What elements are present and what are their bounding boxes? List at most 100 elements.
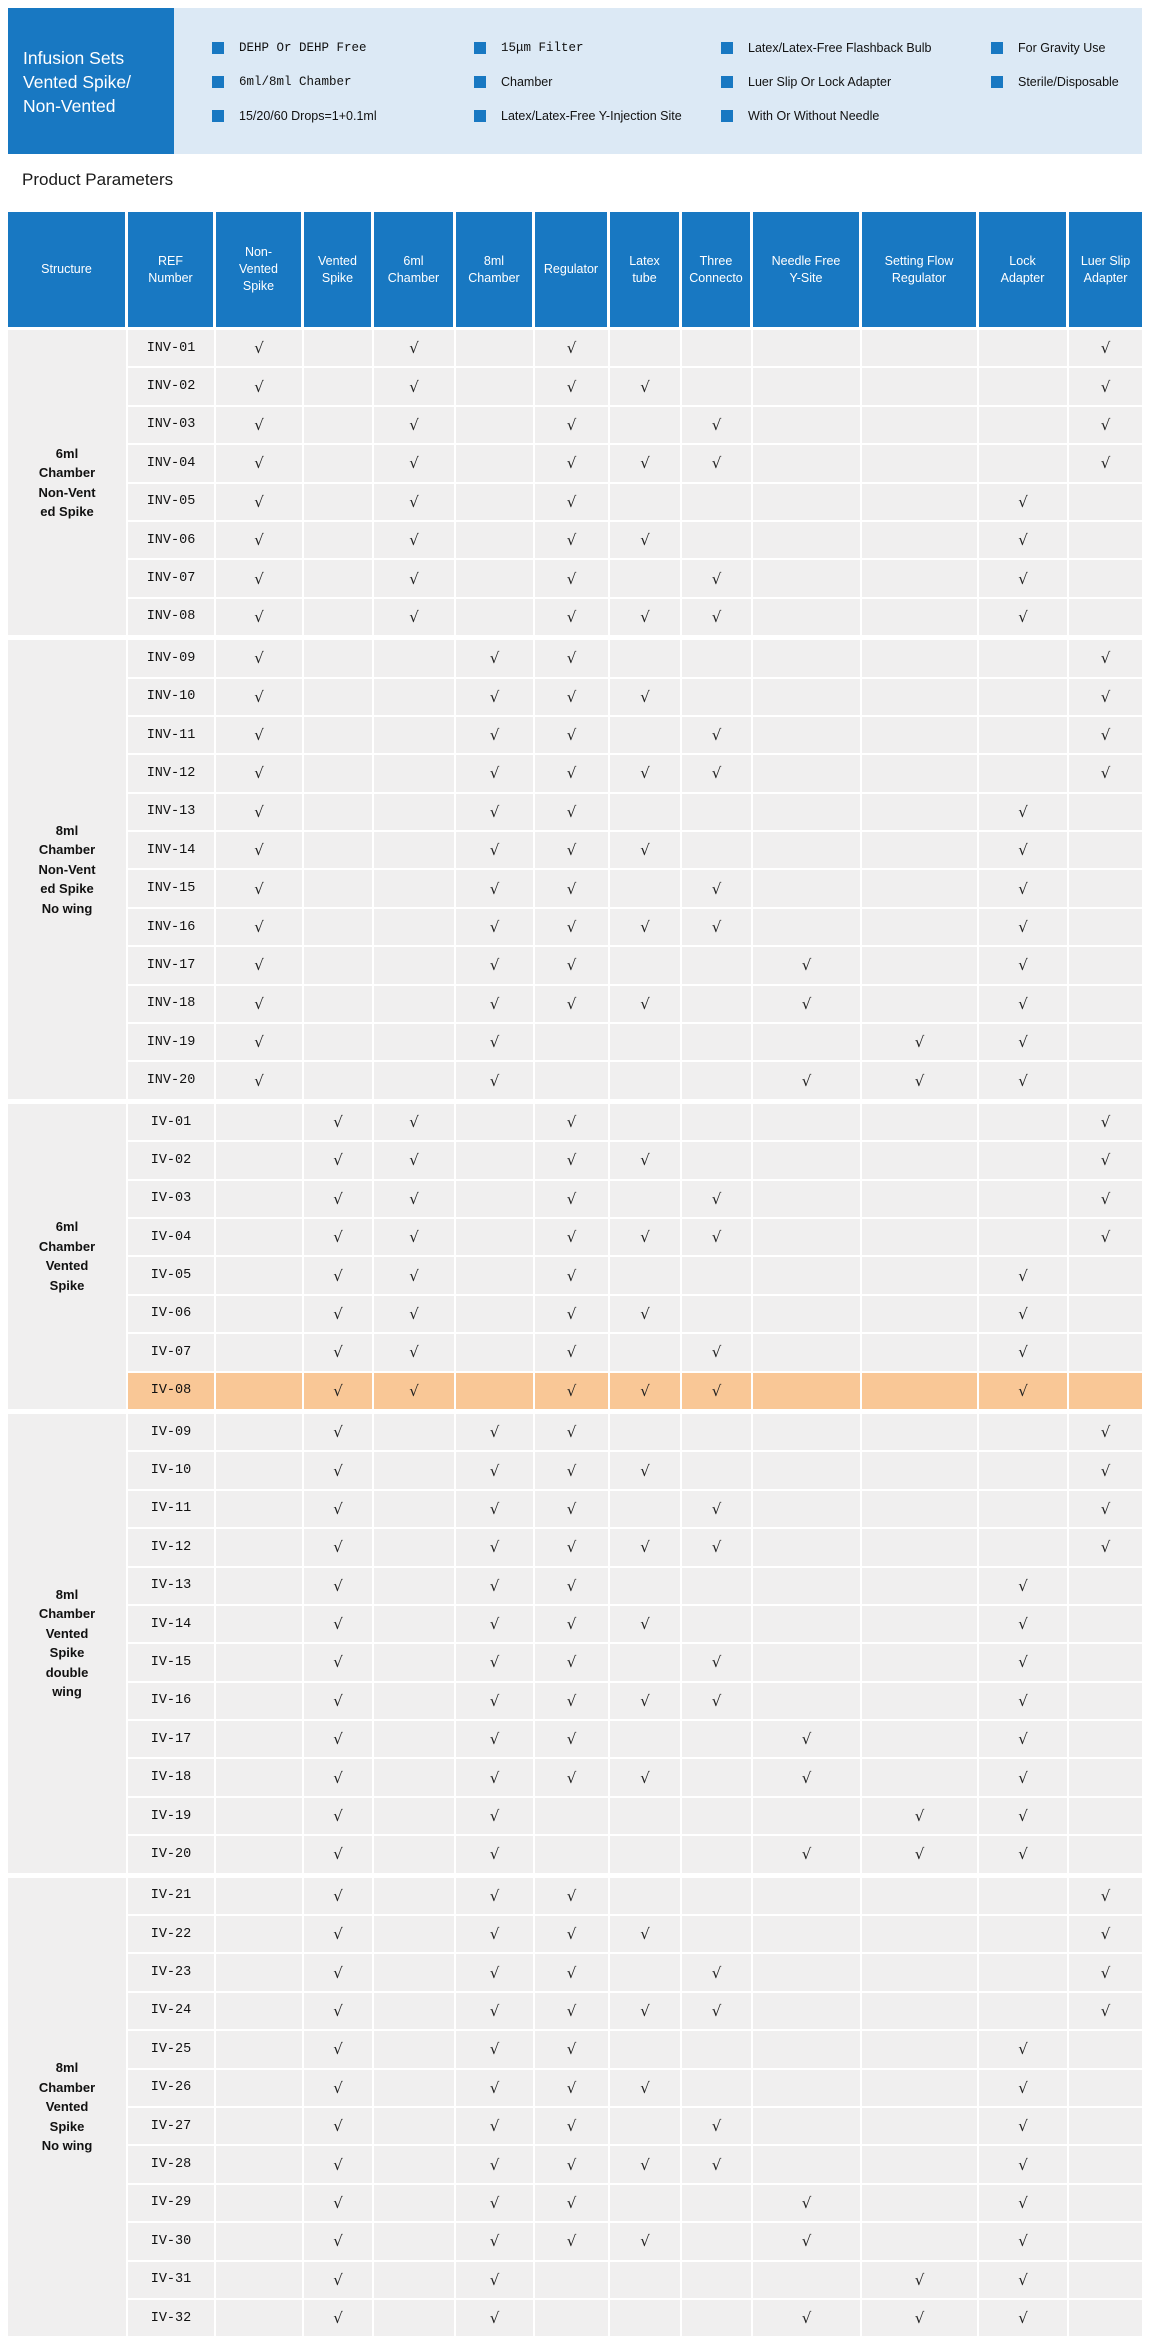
check-cell: √: [216, 368, 304, 407]
check-cell: √: [374, 1372, 456, 1411]
empty-cell: [610, 2031, 682, 2070]
check-cell: √: [979, 2223, 1069, 2262]
check-cell: √: [456, 2261, 535, 2300]
empty-cell: [979, 330, 1069, 369]
table-row: INV-05 √ √ √ √: [8, 483, 1142, 522]
empty-cell: [862, 870, 979, 909]
check-cell: √: [979, 2261, 1069, 2300]
empty-cell: [535, 1836, 610, 1875]
ref-number-cell: IV-30: [128, 2223, 216, 2262]
empty-cell: [862, 406, 979, 446]
ref-number-cell: IV-12: [128, 1529, 216, 1568]
ref-number-cell: IV-17: [128, 1721, 216, 1760]
empty-cell: [374, 947, 456, 986]
table-row: IV-11 √ √ √ √ √: [8, 1490, 1142, 1530]
empty-cell: [753, 1529, 862, 1568]
empty-cell: [374, 637, 456, 679]
table-row: IV-03 √ √ √ √ √: [8, 1180, 1142, 1219]
check-cell: √: [216, 330, 304, 369]
empty-cell: [1069, 1257, 1142, 1296]
check-cell: √: [535, 560, 610, 599]
check-cell: √: [216, 406, 304, 446]
column-header: Latex tube: [610, 212, 682, 330]
empty-cell: [304, 560, 374, 599]
empty-cell: [862, 1490, 979, 1530]
empty-cell: [456, 368, 535, 407]
check-cell: √: [304, 1992, 374, 2032]
ref-number-cell: INV-16: [128, 908, 216, 948]
check-cell: √: [753, 1836, 862, 1875]
empty-cell: [862, 985, 979, 1025]
check-cell: √: [535, 793, 610, 833]
table-row: INV-17 √ √ √ √ √: [8, 947, 1142, 986]
empty-cell: [610, 1954, 682, 1993]
empty-cell: [610, 637, 682, 679]
check-cell: √: [979, 1605, 1069, 1645]
check-cell: √: [535, 1954, 610, 1993]
check-cell: √: [304, 1874, 374, 1917]
table-row: IV-17 √ √ √ √ √: [8, 1721, 1142, 1760]
table-row: INV-20 √ √ √ √ √: [8, 1062, 1142, 1101]
empty-cell: [216, 1372, 304, 1411]
ref-number-cell: IV-19: [128, 1797, 216, 1837]
check-cell: √: [610, 368, 682, 407]
empty-cell: [1069, 2299, 1142, 2339]
check-cell: √: [535, 330, 610, 369]
check-cell: √: [216, 1024, 304, 1063]
empty-cell: [535, 1797, 610, 1837]
empty-cell: [862, 1295, 979, 1335]
feature-item: With Or Without Needle: [721, 104, 991, 127]
check-cell: √: [979, 1295, 1069, 1335]
check-cell: √: [610, 445, 682, 484]
feature-label: For Gravity Use: [1018, 40, 1106, 55]
empty-cell: [753, 1567, 862, 1606]
check-cell: √: [610, 755, 682, 794]
empty-cell: [610, 1410, 682, 1453]
column-header: Non- Vented Spike: [216, 212, 304, 330]
empty-cell: [862, 560, 979, 599]
empty-cell: [1069, 1682, 1142, 1722]
feature-label: Latex/Latex-Free Y-Injection Site: [501, 108, 682, 123]
check-cell: √: [610, 1218, 682, 1258]
check-cell: √: [456, 832, 535, 871]
check-cell: √: [456, 1452, 535, 1491]
check-cell: √: [979, 1682, 1069, 1722]
empty-cell: [374, 1024, 456, 1063]
check-cell: √: [216, 832, 304, 871]
empty-cell: [682, 1295, 753, 1335]
table-row: IV-22 √ √ √ √ √: [8, 1916, 1142, 1955]
check-cell: √: [304, 1180, 374, 1219]
empty-cell: [456, 1334, 535, 1373]
empty-cell: [1069, 1605, 1142, 1645]
check-cell: √: [1069, 445, 1142, 484]
check-cell: √: [304, 1334, 374, 1373]
check-cell: √: [682, 2107, 753, 2147]
structure-cell: 6ml Chamber Vented Spike: [8, 1100, 128, 1411]
feature-list: DEHP Or DEHP Free 6ml/8ml Chamber 15/20/60…: [174, 8, 1142, 154]
table-row: INV-14 √ √ √ √ √: [8, 832, 1142, 871]
empty-cell: [216, 1644, 304, 1683]
ref-number-cell: INV-17: [128, 947, 216, 986]
empty-cell: [456, 483, 535, 522]
empty-cell: [682, 2223, 753, 2262]
empty-cell: [753, 445, 862, 484]
check-cell: √: [456, 793, 535, 833]
feature-label: Sterile/Disposable: [1018, 74, 1119, 89]
empty-cell: [1069, 598, 1142, 638]
empty-cell: [216, 1410, 304, 1453]
check-cell: √: [979, 1644, 1069, 1683]
empty-cell: [1069, 2069, 1142, 2108]
check-cell: √: [535, 406, 610, 446]
ref-number-cell: IV-23: [128, 1954, 216, 1993]
check-cell: √: [456, 2184, 535, 2224]
ref-number-cell: IV-03: [128, 1180, 216, 1219]
empty-cell: [1069, 1797, 1142, 1837]
check-cell: √: [535, 1992, 610, 2032]
check-cell: √: [456, 1410, 535, 1453]
check-cell: √: [1069, 1874, 1142, 1917]
ref-number-cell: IV-13: [128, 1567, 216, 1606]
empty-cell: [862, 2146, 979, 2185]
ref-number-cell: INV-11: [128, 716, 216, 756]
check-cell: √: [682, 2146, 753, 2185]
empty-cell: [862, 947, 979, 986]
